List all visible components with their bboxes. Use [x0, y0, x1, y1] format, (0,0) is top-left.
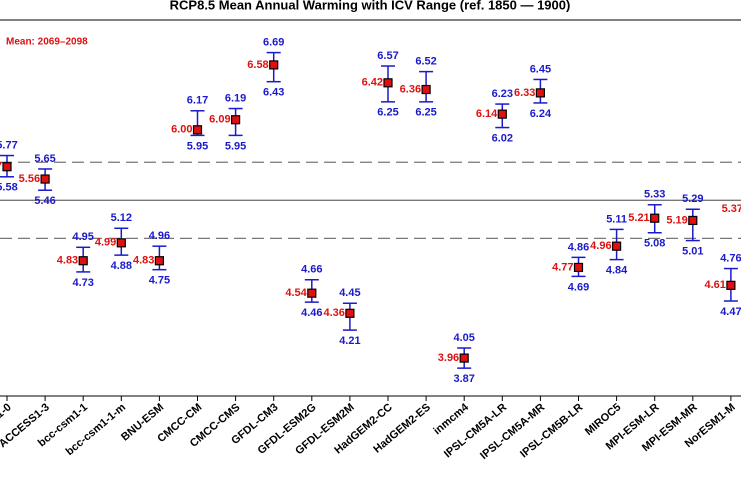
- upper-label: 5.29: [682, 193, 703, 205]
- lower-label: 5.58: [0, 182, 18, 194]
- mean-marker: [307, 288, 317, 298]
- mean-marker: [726, 280, 736, 290]
- lower-label: 6.24: [530, 108, 552, 120]
- mean-label: 3.96: [438, 352, 459, 364]
- upper-label: 4.66: [301, 264, 322, 276]
- mean-marker: [231, 115, 241, 125]
- mean-marker: [535, 88, 546, 98]
- mean-label: 5.67: [0, 161, 2, 173]
- lower-label: 4.47: [720, 306, 741, 318]
- lower-label: 6.25: [377, 107, 398, 119]
- mean-marker: [421, 84, 431, 95]
- lower-label: 3.87: [453, 373, 474, 385]
- lower-label: 4.88: [111, 260, 132, 272]
- mean-label: 6.09: [209, 114, 230, 126]
- lower-label: 6.02: [492, 132, 513, 144]
- mean-label: 6.36: [400, 83, 421, 95]
- lower-label: 5.46: [34, 195, 55, 207]
- mean-marker: [116, 238, 126, 248]
- upper-label: 5.12: [111, 212, 132, 224]
- ensemble-mean-label: 5.37: [722, 203, 741, 215]
- upper-label: 4.76: [720, 252, 741, 264]
- mean-marker: [650, 213, 660, 223]
- mean-marker: [611, 241, 622, 251]
- mean-marker: [2, 162, 12, 172]
- mean-marker: [345, 308, 355, 318]
- upper-label: 6.57: [377, 50, 398, 62]
- upper-label: 5.11: [606, 213, 627, 225]
- upper-label: 4.45: [339, 287, 360, 299]
- upper-label: 4.96: [149, 230, 170, 242]
- mean-marker: [192, 125, 203, 135]
- upper-label: 4.86: [568, 241, 589, 253]
- upper-label: 5.65: [34, 153, 55, 165]
- upper-label: 5.33: [644, 189, 665, 201]
- mean-label: 5.56: [19, 173, 40, 185]
- lower-label: 5.01: [682, 245, 703, 257]
- lower-label: 4.73: [72, 277, 93, 289]
- upper-label: 6.23: [492, 88, 513, 100]
- lower-label: 5.95: [187, 140, 208, 152]
- lower-label: 5.08: [644, 238, 665, 250]
- annotation: Mean: 2069–2098: [6, 37, 88, 48]
- mean-marker: [78, 256, 88, 266]
- mean-label: 6.58: [247, 59, 268, 71]
- x-tick-label: IPSL-CM5A-MR: [478, 401, 547, 462]
- mean-label: 4.61: [704, 279, 725, 291]
- mean-label: 4.96: [590, 240, 611, 252]
- lower-label: 4.84: [606, 265, 628, 277]
- upper-label: 6.19: [225, 92, 246, 104]
- upper-label: 5.77: [0, 139, 18, 151]
- lower-label: 4.75: [149, 275, 170, 287]
- upper-label: 6.45: [530, 63, 551, 75]
- lower-label: 6.43: [263, 87, 284, 99]
- lower-label: 6.25: [415, 107, 436, 119]
- upper-label: 6.69: [263, 36, 284, 48]
- mean-marker: [459, 353, 469, 363]
- mean-label: 4.83: [57, 255, 78, 267]
- mean-label: 5.19: [666, 214, 687, 226]
- mean-label: 6.14: [476, 108, 498, 120]
- mean-label: 4.54: [285, 287, 307, 299]
- upper-label: 6.17: [187, 95, 208, 107]
- mean-label: 4.83: [133, 255, 154, 267]
- upper-label: 6.52: [415, 56, 436, 68]
- mean-label: 6.33: [514, 87, 535, 99]
- mean-marker: [154, 256, 164, 266]
- mean-marker: [497, 109, 507, 119]
- mean-marker: [383, 78, 393, 88]
- chart-title: RCP8.5 Mean Annual Warming with ICV Rang…: [170, 0, 571, 12]
- mean-marker: [40, 174, 50, 184]
- lower-label: 4.69: [568, 281, 589, 293]
- mean-label: 5.21: [628, 212, 649, 224]
- lower-label: 4.21: [339, 335, 360, 347]
- mean-marker: [688, 215, 698, 226]
- mean-label: 4.36: [323, 307, 344, 319]
- upper-label: 4.05: [453, 332, 474, 344]
- lower-label: 5.95: [225, 140, 246, 152]
- upper-label: 4.95: [72, 231, 93, 243]
- mean-label: 6.42: [362, 77, 383, 89]
- mean-label: 4.77: [552, 261, 573, 273]
- mean-label: 4.99: [95, 237, 116, 249]
- mean-marker: [573, 262, 584, 273]
- mean-label: 6.00: [171, 124, 192, 136]
- lower-label: 4.46: [301, 307, 322, 319]
- mean-marker: [269, 60, 279, 70]
